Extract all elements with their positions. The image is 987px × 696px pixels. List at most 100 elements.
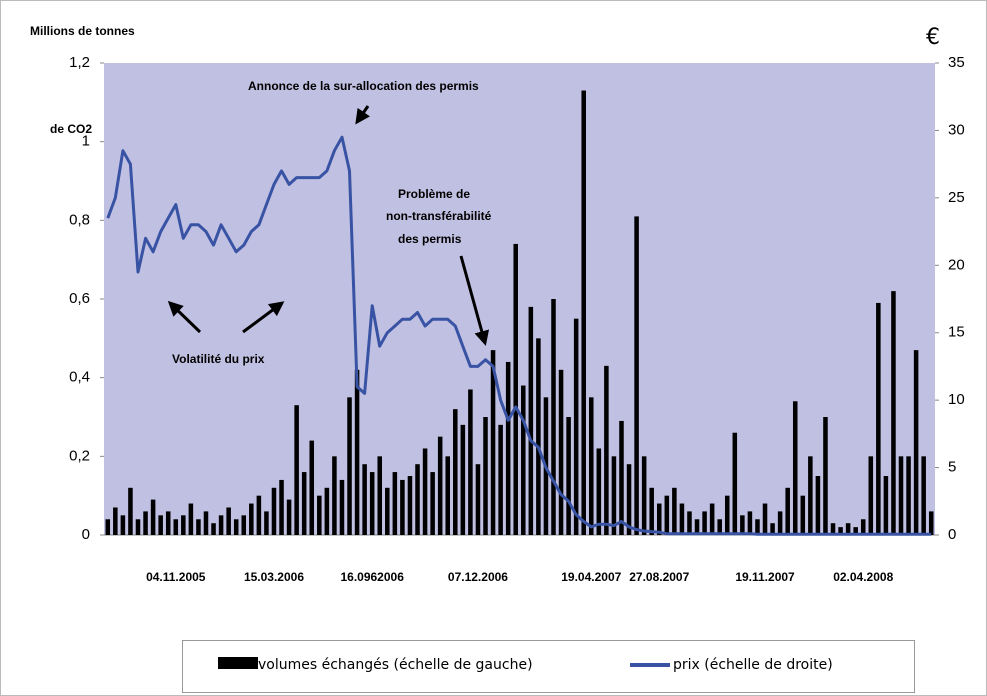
bar bbox=[596, 448, 602, 535]
bar bbox=[664, 495, 670, 535]
bar bbox=[649, 487, 654, 535]
y-tick-label: 0,2 bbox=[69, 447, 90, 464]
bar bbox=[407, 476, 413, 535]
bar bbox=[845, 523, 851, 535]
bar bbox=[249, 503, 254, 535]
bar bbox=[777, 511, 783, 535]
bar bbox=[521, 385, 526, 535]
bar bbox=[143, 511, 148, 535]
bar bbox=[891, 291, 896, 535]
y2-tick-label: 20 bbox=[948, 256, 965, 273]
bar bbox=[105, 519, 111, 535]
x-tick-label: 07.12.2006 bbox=[448, 570, 508, 584]
x-tick-label: 27.08.2007 bbox=[629, 570, 689, 584]
bar bbox=[906, 456, 911, 535]
bar bbox=[838, 527, 843, 535]
bar bbox=[377, 456, 383, 535]
bar bbox=[158, 515, 163, 535]
bar bbox=[475, 464, 481, 535]
bar bbox=[611, 456, 617, 535]
bar bbox=[702, 511, 707, 535]
bar bbox=[286, 499, 292, 535]
bar bbox=[604, 365, 609, 535]
bar bbox=[150, 499, 156, 535]
bar bbox=[898, 456, 904, 535]
bar bbox=[747, 511, 753, 535]
legend-swatch bbox=[218, 657, 258, 669]
bar bbox=[656, 503, 662, 535]
bar bbox=[709, 503, 715, 535]
y2-tick-label: 25 bbox=[948, 189, 965, 206]
bar bbox=[135, 519, 141, 535]
bar bbox=[672, 487, 677, 535]
bar bbox=[860, 519, 866, 535]
bar bbox=[505, 361, 511, 535]
bar bbox=[717, 519, 722, 535]
bar bbox=[362, 464, 367, 535]
y2-axis-label: € bbox=[926, 25, 940, 50]
bar bbox=[634, 216, 639, 535]
bar bbox=[415, 464, 420, 535]
bar bbox=[641, 456, 647, 535]
bar bbox=[558, 369, 564, 535]
legend-label: volumes échangés (échelle de gauche) bbox=[258, 657, 533, 673]
bar bbox=[921, 456, 926, 535]
bar bbox=[332, 456, 337, 535]
legend-label: prix (échelle de droite) bbox=[673, 657, 833, 673]
bar bbox=[785, 487, 790, 535]
bar bbox=[815, 476, 821, 535]
bar bbox=[203, 511, 209, 535]
y2-tick-label: 5 bbox=[948, 459, 956, 476]
bar bbox=[430, 472, 435, 535]
bar bbox=[528, 306, 534, 535]
bar bbox=[460, 424, 466, 535]
bar bbox=[324, 487, 330, 535]
bar bbox=[762, 503, 768, 535]
bar bbox=[808, 456, 813, 535]
bar bbox=[392, 472, 398, 535]
annotation: non-transférabilité bbox=[386, 209, 492, 223]
y-tick-label: 0,8 bbox=[69, 211, 90, 228]
price-line bbox=[106, 135, 932, 536]
bar bbox=[301, 472, 307, 535]
bar bbox=[128, 487, 133, 535]
bar bbox=[196, 519, 201, 535]
bar bbox=[770, 523, 775, 535]
bar bbox=[913, 350, 919, 535]
bar bbox=[724, 495, 730, 535]
bar bbox=[687, 511, 692, 535]
x-tick-label: 19.04.2007 bbox=[561, 570, 621, 584]
bar bbox=[317, 495, 322, 535]
x-tick-label: 15.03.2006 bbox=[244, 570, 304, 584]
bar bbox=[740, 515, 745, 535]
bar bbox=[241, 515, 247, 535]
bar bbox=[188, 503, 194, 535]
bar bbox=[437, 436, 443, 535]
bar bbox=[876, 302, 881, 535]
bar bbox=[792, 401, 798, 535]
bar bbox=[347, 397, 352, 535]
y2-tick-label: 10 bbox=[948, 391, 965, 408]
bar bbox=[732, 432, 738, 535]
x-tick-label: 04.11.2005 bbox=[146, 570, 206, 584]
bar bbox=[309, 440, 315, 535]
bar bbox=[619, 420, 624, 535]
bar bbox=[468, 389, 473, 535]
bar bbox=[256, 495, 262, 535]
bar bbox=[218, 515, 224, 535]
bar bbox=[294, 405, 299, 535]
bar bbox=[823, 417, 828, 535]
y-tick-label: 1,2 bbox=[69, 54, 90, 71]
bar bbox=[120, 515, 126, 535]
bar bbox=[211, 523, 216, 535]
bar bbox=[626, 464, 632, 535]
y2-tick-label: 35 bbox=[948, 54, 965, 71]
bar bbox=[181, 515, 186, 535]
bar bbox=[453, 409, 458, 535]
plot-area: 0 0,2 0,4 0,6 0,8 1 1,2 0 5 10 15 20 25 30 35 04.11.200… bbox=[69, 54, 965, 584]
bar bbox=[354, 369, 360, 535]
annotation: Annonce de la sur-allocation des permis bbox=[248, 79, 479, 93]
y-axis-label: de CO2 bbox=[50, 122, 92, 136]
y2-tick-label: 15 bbox=[948, 324, 965, 341]
bar bbox=[385, 487, 390, 535]
